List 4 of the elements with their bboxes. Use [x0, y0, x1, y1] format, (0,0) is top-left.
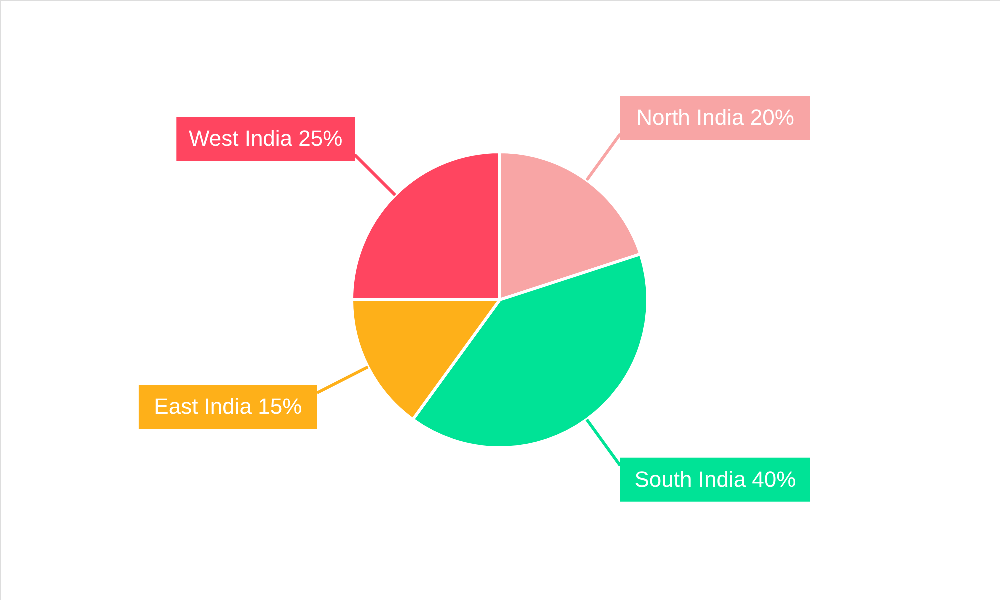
- slice-label: North India 20%: [636, 105, 794, 130]
- slice-label: West India 25%: [189, 126, 343, 152]
- slice-label: East India 15%: [154, 394, 302, 420]
- slice-label: South India 40%: [634, 466, 796, 492]
